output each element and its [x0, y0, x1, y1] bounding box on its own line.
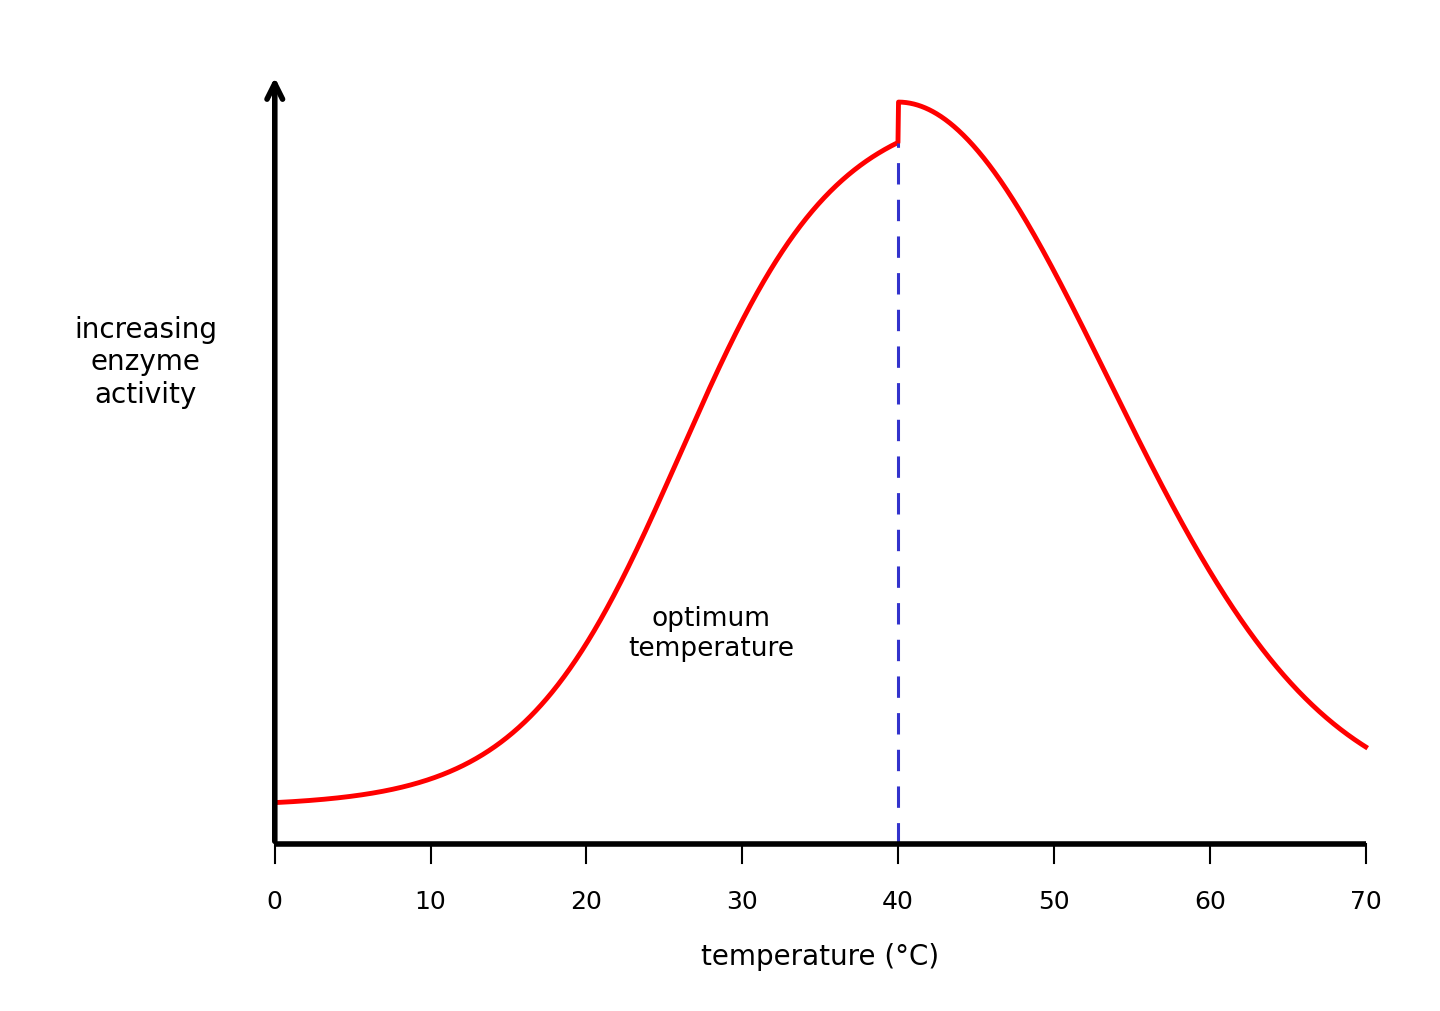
Text: optimum
temperature: optimum temperature [628, 606, 793, 661]
Text: 70: 70 [1349, 890, 1381, 914]
Text: 50: 50 [1038, 890, 1070, 914]
Text: 30: 30 [726, 890, 759, 914]
Text: 40: 40 [883, 890, 914, 914]
Text: 10: 10 [415, 890, 446, 914]
Text: 60: 60 [1194, 890, 1225, 914]
Text: 0: 0 [266, 890, 282, 914]
Text: increasing
enzyme
activity: increasing enzyme activity [73, 315, 217, 408]
Text: temperature (°C): temperature (°C) [701, 942, 939, 971]
Text: 20: 20 [570, 890, 602, 914]
